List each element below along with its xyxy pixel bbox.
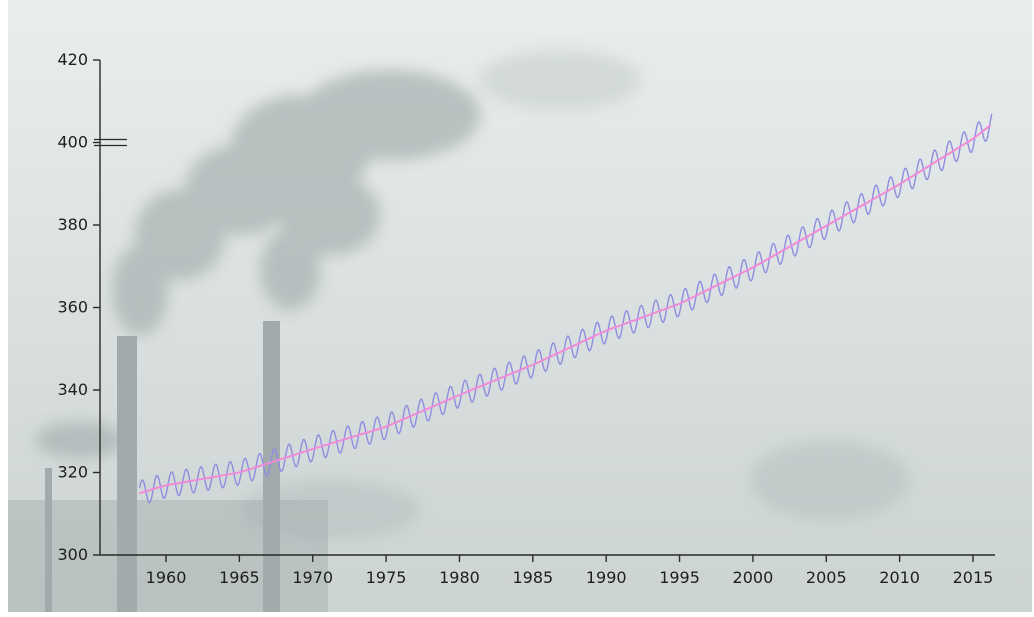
- chimney-left: [117, 336, 137, 612]
- x-tick-label: 2010: [879, 568, 920, 587]
- x-tick-label: 1960: [146, 568, 187, 587]
- y-axis-break-marker: [94, 138, 127, 147]
- x-tick-label: 1980: [439, 568, 480, 587]
- series-line-trend: [139, 124, 992, 495]
- x-axis-ticks: 1960 1965 1970 1975 1980 1985 1990 1995 2000 2005…: [146, 555, 994, 587]
- y-tick-label: 300: [57, 545, 88, 564]
- y-tick-label: 340: [57, 380, 88, 399]
- chimneys: [8, 321, 328, 612]
- x-tick-label: 2015: [953, 568, 994, 587]
- y-tick-label: 360: [57, 298, 88, 317]
- x-tick-label: 1965: [219, 568, 260, 587]
- y-tick-label: 420: [57, 50, 88, 69]
- background-photo: [8, 0, 1032, 612]
- y-axis-ticks: 300 320 340 360 380 400 420: [57, 50, 100, 564]
- chimney-small: [45, 468, 52, 612]
- series-line-monthly: [138, 113, 993, 504]
- chimney-right: [263, 321, 280, 612]
- factory-buildings: [8, 500, 328, 612]
- x-tick-label: 1990: [586, 568, 627, 587]
- x-tick-label: 1975: [366, 568, 407, 587]
- x-tick-label: 1985: [512, 568, 553, 587]
- y-tick-label: 380: [57, 215, 88, 234]
- x-tick-label: 1970: [292, 568, 333, 587]
- smoke-clouds: [35, 50, 910, 540]
- y-tick-label: 320: [57, 463, 88, 482]
- x-tick-label: 2005: [806, 568, 847, 587]
- plot-area: [138, 113, 993, 504]
- y-tick-label: 400: [57, 133, 88, 152]
- x-tick-label: 2000: [733, 568, 774, 587]
- x-tick-label: 1995: [659, 568, 700, 587]
